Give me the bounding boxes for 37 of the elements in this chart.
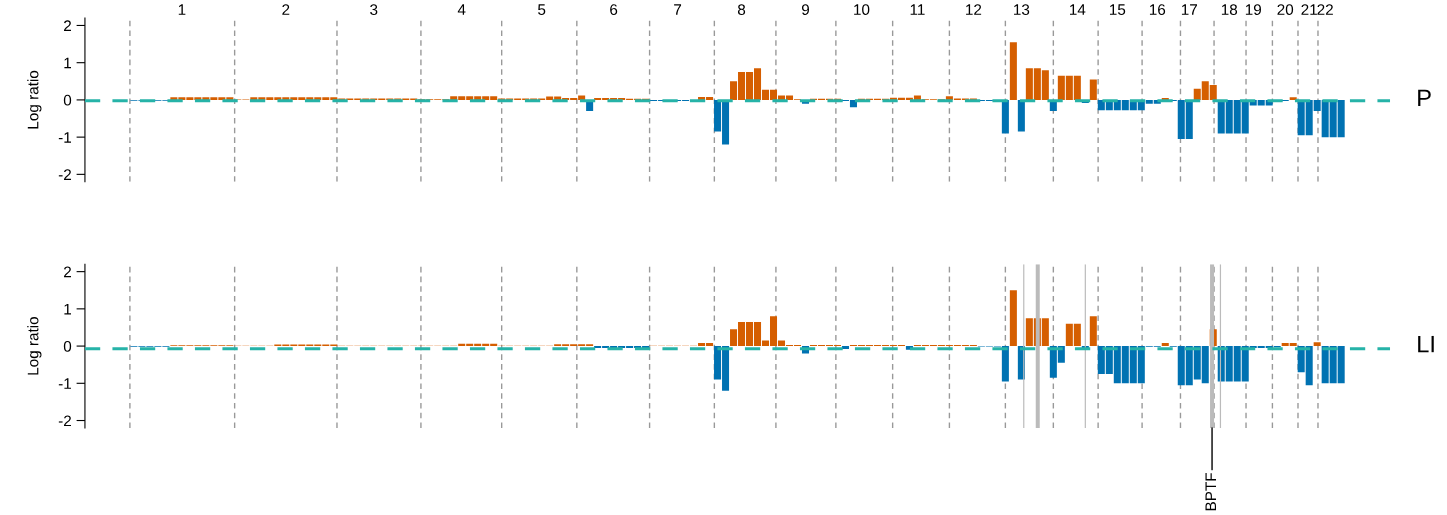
y-tick-label: 2 — [64, 266, 71, 278]
x-tick-label: 18 — [1221, 4, 1238, 16]
text: BPTF — [1205, 473, 1216, 511]
x-tick-label: 12 — [966, 4, 982, 15]
y-tick-label: -1 — [58, 132, 71, 143]
x-tick-label: 15 — [1109, 4, 1126, 16]
x-tick-label: 9 — [801, 4, 810, 16]
x-tick-label: 11 — [910, 4, 925, 15]
x-tick-label: 19 — [1245, 4, 1261, 16]
x-tick-label: 2 — [282, 4, 290, 15]
x-tick-label: 17 — [1181, 4, 1197, 15]
text: P — [1418, 89, 1431, 107]
y-axis-title: Log ratio — [27, 316, 42, 375]
text: LI — [1418, 335, 1434, 353]
y-tick-label: -2 — [58, 415, 71, 427]
y-tick-label: -1 — [58, 378, 71, 389]
y-axis-title: Log ratio — [27, 70, 42, 129]
y-tick-label: 0 — [63, 94, 72, 106]
x-tick-label: 1 — [178, 4, 186, 15]
x-tick-label: 8 — [737, 4, 746, 16]
y-tick-label: 1 — [64, 57, 71, 69]
x-tick-label: 21 — [1301, 4, 1317, 15]
y-tick-label: -2 — [58, 169, 71, 180]
y-tick-label: 1 — [64, 303, 71, 315]
x-tick-label: 4 — [457, 4, 466, 15]
x-tick-label: 6 — [610, 4, 618, 16]
x-tick-label: 14 — [1070, 4, 1086, 15]
x-tick-label: 20 — [1277, 4, 1294, 16]
y-tick-label: 0 — [63, 340, 72, 352]
x-tick-label: 13 — [1014, 4, 1030, 16]
y-tick-label: 2 — [64, 20, 71, 31]
x-tick-label: 3 — [370, 4, 378, 16]
x-tick-label: 5 — [538, 4, 546, 16]
x-tick-label: 7 — [674, 4, 682, 15]
x-tick-label: 10 — [854, 4, 870, 16]
x-tick-label: 16 — [1149, 4, 1166, 16]
x-tick-label: 22 — [1317, 4, 1333, 15]
